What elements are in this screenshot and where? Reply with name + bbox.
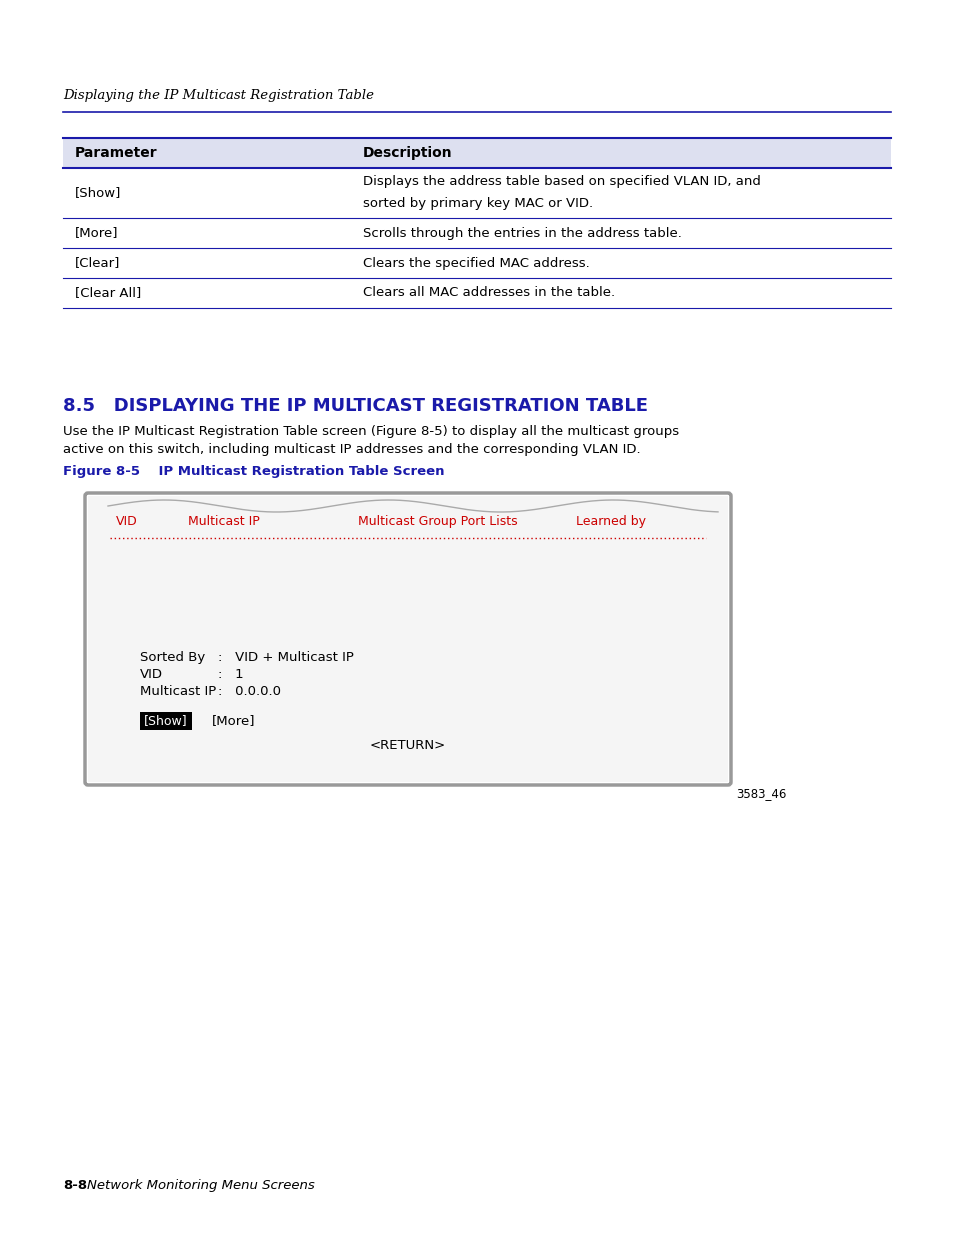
Text: Clears the specified MAC address.: Clears the specified MAC address. — [363, 257, 589, 269]
Text: Parameter: Parameter — [75, 146, 157, 161]
Text: VID: VID — [116, 515, 137, 529]
Text: Scrolls through the entries in the address table.: Scrolls through the entries in the addre… — [363, 226, 681, 240]
Text: [More]: [More] — [212, 715, 255, 727]
Text: Multicast Group Port Lists: Multicast Group Port Lists — [357, 515, 517, 529]
Text: Figure 8-5    IP Multicast Registration Table Screen: Figure 8-5 IP Multicast Registration Tab… — [63, 466, 444, 478]
Text: Multicast IP: Multicast IP — [188, 515, 259, 529]
Text: [More]: [More] — [75, 226, 118, 240]
Text: Displays the address table based on specified VLAN ID, and: Displays the address table based on spec… — [363, 174, 760, 188]
Text: Multicast IP: Multicast IP — [140, 685, 216, 698]
Text: 8.5   DISPLAYING THE IP MULTICAST REGISTRATION TABLE: 8.5 DISPLAYING THE IP MULTICAST REGISTRA… — [63, 396, 647, 415]
Text: Displaying the IP Multicast Registration Table: Displaying the IP Multicast Registration… — [63, 89, 374, 103]
Text: [Show]: [Show] — [144, 715, 188, 727]
Text: <RETURN>: <RETURN> — [370, 739, 446, 752]
Text: VID: VID — [140, 668, 163, 680]
Bar — [88, 496, 727, 782]
Text: Network Monitoring Menu Screens: Network Monitoring Menu Screens — [87, 1179, 314, 1192]
Bar — [140, 713, 192, 730]
Text: [Show]: [Show] — [75, 186, 121, 200]
Text: [Clear]: [Clear] — [75, 257, 120, 269]
Text: Description: Description — [363, 146, 452, 161]
Text: 3583_46: 3583_46 — [735, 787, 785, 800]
Text: 8-8: 8-8 — [63, 1179, 87, 1192]
Text: :   VID + Multicast IP: : VID + Multicast IP — [218, 651, 354, 664]
Text: Use the IP Multicast Registration Table screen (Figure 8-5) to display all the m: Use the IP Multicast Registration Table … — [63, 425, 679, 438]
Text: :   0.0.0.0: : 0.0.0.0 — [218, 685, 281, 698]
Text: sorted by primary key MAC or VID.: sorted by primary key MAC or VID. — [363, 198, 593, 210]
Text: Sorted By: Sorted By — [140, 651, 205, 664]
Text: :   1: : 1 — [218, 668, 243, 680]
Text: Learned by: Learned by — [576, 515, 645, 529]
Text: [Clear All]: [Clear All] — [75, 287, 141, 300]
Text: active on this switch, including multicast IP addresses and the corresponding VL: active on this switch, including multica… — [63, 443, 640, 456]
Bar — [63, 138, 890, 168]
Text: Clears all MAC addresses in the table.: Clears all MAC addresses in the table. — [363, 287, 615, 300]
